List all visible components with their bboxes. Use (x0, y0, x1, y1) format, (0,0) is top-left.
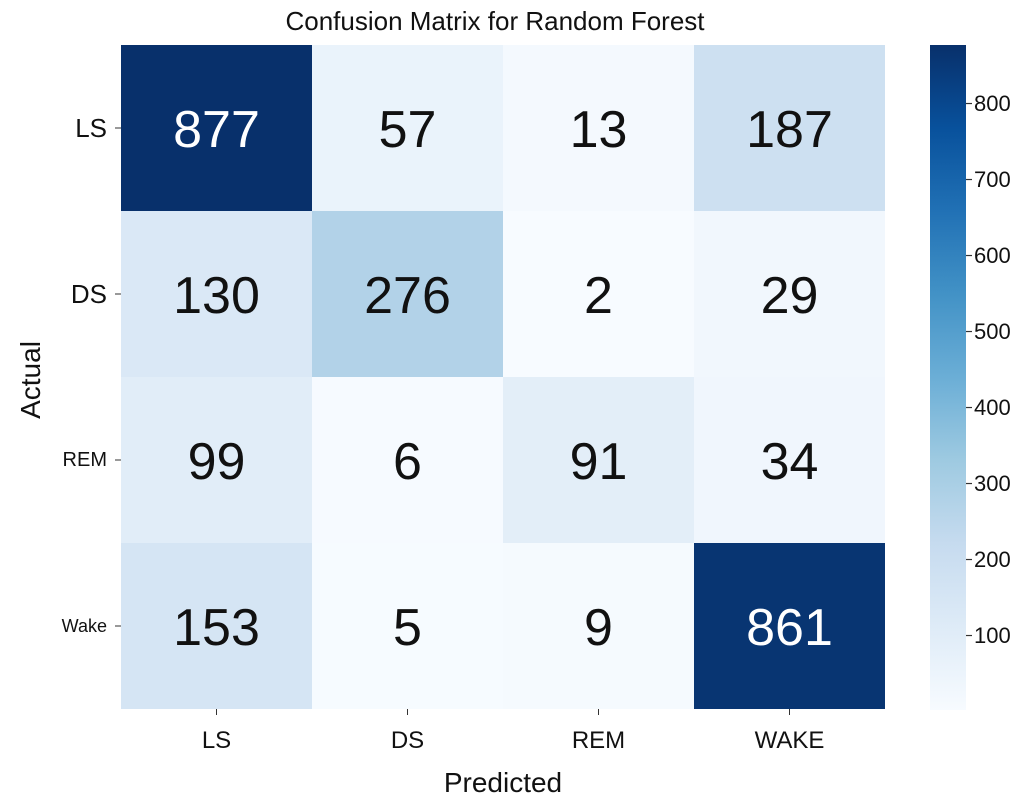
cell-value: 91 (570, 433, 628, 491)
cell-value: 57 (379, 101, 437, 159)
cell-value: 130 (173, 267, 260, 325)
cell-ds-rem (503, 211, 694, 377)
cell-rem-ls (121, 377, 312, 543)
x-tick-label: DS (391, 727, 424, 754)
cell-rem-wake (694, 377, 885, 543)
cell-rem-rem (503, 377, 694, 543)
heatmap-cell-labels: 877 57 13 187 130 276 2 29 99 6 91 34 153 5 9 861 (173, 101, 833, 657)
colorbar-tick-label: 700 (974, 167, 1011, 192)
x-tick-label: REM (572, 727, 625, 754)
cell-wake-rem (503, 543, 694, 709)
cell-value: 29 (761, 267, 819, 325)
y-axis-label: Actual (15, 341, 46, 419)
x-axis-ticks: LS DS REM WAKE (202, 709, 825, 754)
cell-value: 5 (393, 599, 422, 657)
colorbar (930, 45, 966, 710)
cell-wake-ds (312, 543, 503, 709)
cell-value: 153 (173, 599, 260, 657)
cell-ls-rem (503, 45, 694, 211)
colorbar-tick-label: 200 (974, 547, 1011, 572)
cell-value: 877 (173, 101, 260, 159)
y-tick-label: LS (75, 113, 107, 143)
heatmap-cells (121, 45, 885, 709)
colorbar-tick-label: 800 (974, 91, 1011, 116)
cell-ds-wake (694, 211, 885, 377)
cell-rem-ds (312, 377, 503, 543)
cell-value: 9 (584, 599, 613, 657)
colorbar-tick-label: 500 (974, 319, 1011, 344)
colorbar-tick-label: 100 (974, 623, 1011, 648)
cell-value: 187 (746, 101, 833, 159)
y-tick-label: REM (63, 449, 107, 471)
cell-value: 13 (570, 101, 628, 159)
cell-wake-wake (694, 543, 885, 709)
y-tick-label: Wake (62, 616, 107, 636)
cell-wake-ls (121, 543, 312, 709)
cell-ds-ds (312, 211, 503, 377)
cell-value: 861 (746, 599, 833, 657)
colorbar-ticks: 100 200 300 400 500 600 700 800 (966, 91, 1011, 648)
x-axis-label: Predicted (444, 767, 562, 798)
y-tick-label: DS (71, 279, 107, 309)
cell-ls-wake (694, 45, 885, 211)
cell-value: 34 (761, 433, 819, 491)
colorbar-tick-label: 600 (974, 243, 1011, 268)
cell-ls-ds (312, 45, 503, 211)
cell-value: 6 (393, 433, 422, 491)
chart-title: Confusion Matrix for Random Forest (285, 6, 705, 36)
cell-value: 99 (188, 433, 246, 491)
colorbar-tick-label: 300 (974, 471, 1011, 496)
x-tick-label: WAKE (755, 727, 825, 754)
x-tick-label: LS (202, 727, 231, 754)
cell-value: 276 (364, 267, 451, 325)
cell-ds-ls (121, 211, 312, 377)
colorbar-tick-label: 400 (974, 395, 1011, 420)
y-axis-ticks: LS DS REM Wake (62, 113, 121, 636)
cell-ls-ls (121, 45, 312, 211)
cell-value: 2 (584, 267, 613, 325)
